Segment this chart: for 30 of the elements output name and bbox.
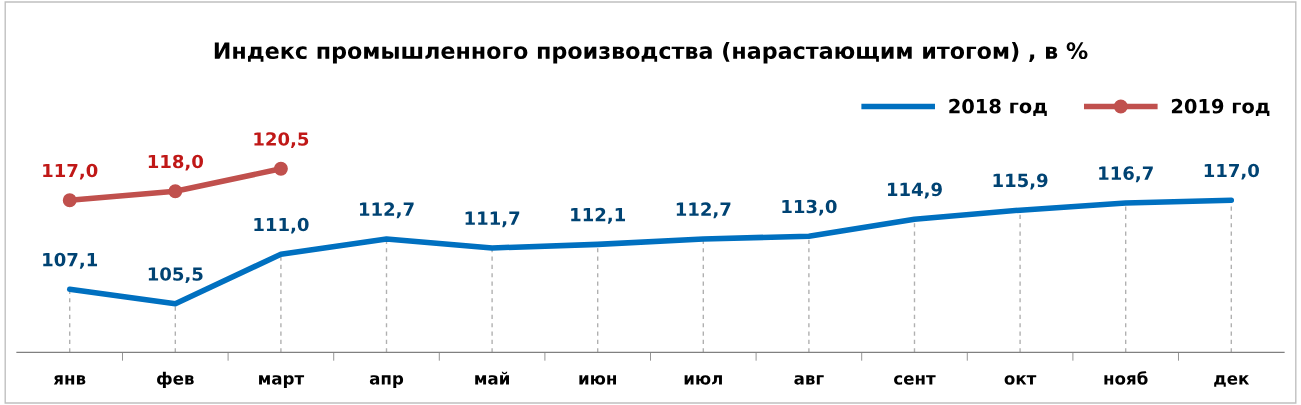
data-label: 112,1 xyxy=(571,207,626,224)
x-tick-label: март xyxy=(259,375,305,388)
legend-label: 2018 год xyxy=(949,98,1047,116)
x-tick-label: сент xyxy=(894,375,936,385)
legend-label: 2019 год xyxy=(1171,98,1270,116)
data-label: 107,1 xyxy=(43,252,98,269)
data-label: 111,7 xyxy=(465,211,520,228)
data-label: 114,9 xyxy=(887,182,942,199)
x-tick-label: май xyxy=(475,371,509,385)
data-label: 112,7 xyxy=(359,202,414,219)
data-label: 117,0 xyxy=(43,163,98,180)
x-tick-label: фев xyxy=(157,371,194,388)
data-label: 105,5 xyxy=(148,267,203,284)
x-tick-label: янв xyxy=(53,375,86,385)
chart-title: Индекс промышленного производства (нарастающим итогом) , в % xyxy=(214,41,1088,64)
x-tick-label: дек xyxy=(1214,375,1250,387)
data-label: 113,0 xyxy=(782,199,837,216)
data-label: 116,7 xyxy=(1099,166,1153,183)
data-label: 118,0 xyxy=(148,154,203,171)
data-label: 111,0 xyxy=(254,217,309,234)
x-tick-label: апр xyxy=(369,375,404,388)
x-tick-label: нояб xyxy=(1104,371,1148,385)
x-tick-label: июн xyxy=(579,375,616,385)
data-label: 117,0 xyxy=(1204,163,1259,180)
x-tick-label: июл xyxy=(684,375,722,385)
x-tick-label: окт xyxy=(1004,375,1037,385)
data-label: 120,5 xyxy=(254,132,309,149)
data-label: 115,9 xyxy=(993,173,1048,190)
x-tick-label: авг xyxy=(794,375,824,385)
data-label: 112,7 xyxy=(676,202,731,219)
